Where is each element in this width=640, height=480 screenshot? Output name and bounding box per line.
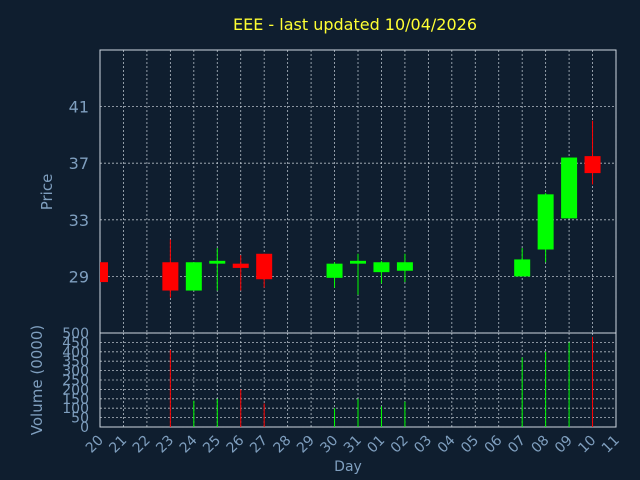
price-panel: 29 33 37 41 — [69, 49, 617, 334]
volume-tick-label: 50 — [71, 411, 89, 427]
candle-body — [100, 262, 108, 283]
candle-body — [209, 260, 226, 264]
chart-title: EEE - last updated 10/04/2026 — [233, 15, 477, 34]
x-tick-label: 02 — [388, 433, 412, 457]
x-tick-label: 01 — [364, 433, 388, 457]
volume-tick-label: 500 — [62, 326, 89, 342]
x-tick-label: 30 — [317, 433, 341, 457]
volume-tick-label: 350 — [62, 354, 89, 370]
candle-body — [232, 263, 249, 268]
price-tick-label: 29 — [69, 267, 89, 286]
x-tick-label: 04 — [435, 432, 459, 456]
x-tick-label: 27 — [247, 433, 271, 457]
x-tick-label: 08 — [529, 433, 553, 457]
candle-body — [396, 262, 413, 271]
x-tick-label: 29 — [294, 433, 318, 457]
volume-tick-label: 100 — [62, 401, 89, 417]
x-tick-label: 31 — [341, 433, 365, 457]
candle-body — [350, 260, 366, 264]
x-tick-label: 03 — [411, 433, 435, 457]
volume-tick-label: 450 — [62, 335, 89, 351]
candle-body — [185, 262, 202, 291]
candle-body — [584, 156, 601, 174]
candle-body — [373, 262, 390, 273]
x-tick-label: 26 — [224, 432, 248, 456]
x-axis-label: Day — [334, 459, 362, 475]
volume-tick-label: 300 — [62, 364, 89, 380]
candle-body — [561, 157, 578, 219]
x-tick-label: 07 — [505, 433, 529, 457]
volume-axis-label: Volume (0000) — [28, 325, 46, 435]
volume-tick-label: 0 — [80, 420, 89, 436]
price-axis-label: Price — [38, 174, 56, 211]
candle-body — [514, 259, 531, 277]
volume-bars — [169, 336, 594, 427]
x-tick-label: 28 — [271, 433, 295, 457]
x-tick-label: 25 — [200, 433, 224, 457]
price-tick-label: 41 — [69, 98, 89, 117]
price-tick-label: 33 — [69, 211, 89, 230]
candle-body — [326, 263, 343, 278]
x-tick-label: 23 — [153, 433, 177, 457]
volume-tick-label: 250 — [62, 373, 89, 389]
x-tick-label: 09 — [552, 433, 576, 457]
price-tick-label: 37 — [69, 154, 89, 173]
x-tick-label: 21 — [106, 433, 130, 457]
x-axis: 20 21 22 23 24 25 26 27 28 29 30 31 01 02 03 04 05 06 07 08… — [83, 432, 623, 456]
candle-body — [537, 194, 554, 250]
x-tick-label: 06 — [482, 432, 506, 456]
x-tick-label: 10 — [575, 433, 599, 457]
x-tick-label: 11 — [599, 433, 623, 457]
candle-body — [256, 253, 273, 280]
volume-tick-label: 400 — [62, 345, 89, 361]
x-tick-label: 20 — [83, 433, 107, 457]
x-tick-label: 22 — [130, 433, 154, 457]
candles — [100, 120, 601, 298]
x-tick-label: 24 — [177, 432, 201, 456]
volume-tick-label: 150 — [62, 392, 89, 408]
candle-body — [162, 262, 179, 291]
volume-tick-label: 200 — [62, 382, 89, 398]
x-tick-label: 05 — [458, 433, 482, 457]
